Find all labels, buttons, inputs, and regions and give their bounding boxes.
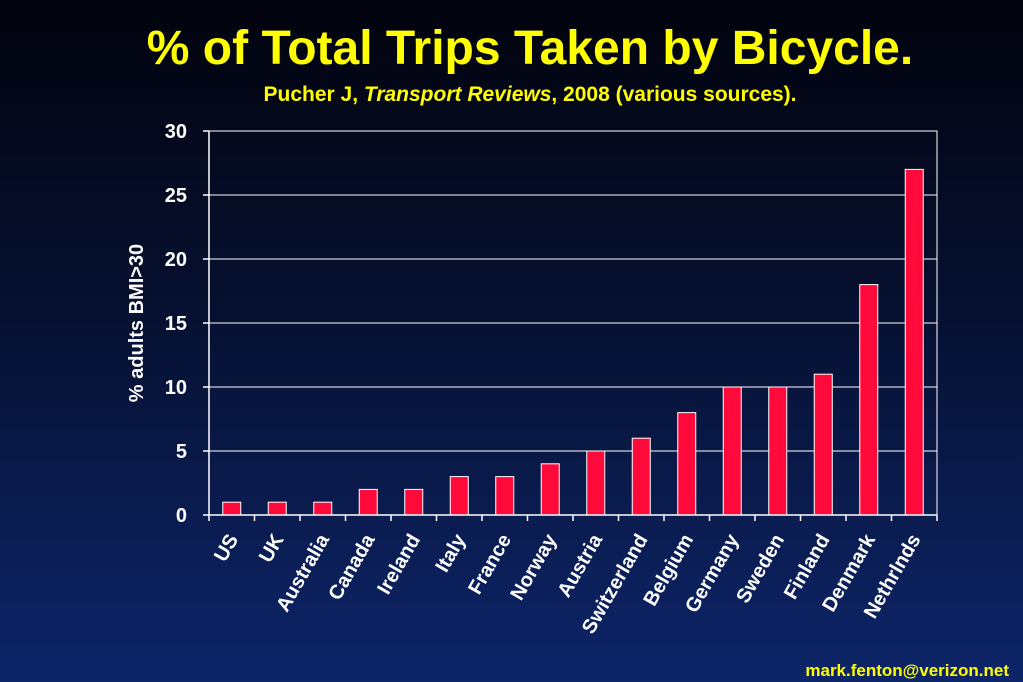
- bar-nethrlnds: [904, 168, 924, 516]
- bar-australia: [313, 501, 333, 516]
- bar-ireland: [404, 488, 424, 516]
- y-axis-ticks: 0 5 10 15 20 25 30: [165, 121, 209, 527]
- bar-denmark: [859, 284, 879, 516]
- y-tick-label: 30: [165, 121, 187, 143]
- bar-norway: [540, 463, 560, 516]
- bar-belgium: [677, 412, 697, 516]
- x-tick-label: UK: [255, 530, 289, 566]
- author-email: mark.fenton@verizon.net: [805, 661, 1009, 680]
- y-tick-label: 10: [165, 377, 187, 399]
- chart-title: % of Total Trips Taken by Bicycle.: [146, 22, 914, 75]
- bar-canada: [358, 488, 378, 516]
- chart-subtitle: Pucher J, Transport Reviews, 2008 (vario…: [0, 82, 1023, 108]
- y-axis-label: % adults BMI>30: [126, 244, 148, 402]
- bar-finland: [813, 373, 833, 516]
- subtitle-source: , 2008 (various sources).: [551, 83, 797, 106]
- x-tick-label: US: [210, 531, 243, 566]
- subtitle-journal: Transport Reviews: [363, 83, 552, 106]
- bar-us: [222, 501, 242, 516]
- bars: [222, 168, 924, 516]
- bar-italy: [449, 476, 469, 516]
- y-tick-label: 20: [165, 249, 187, 271]
- x-tick-label: Ireland: [373, 531, 425, 599]
- y-tick-label: 5: [176, 441, 187, 463]
- y-tick-label: 15: [165, 313, 187, 335]
- bar-austria: [586, 450, 606, 516]
- bar-germany: [722, 386, 742, 516]
- bar-sweden: [768, 386, 788, 516]
- x-tick-label: Italy: [432, 530, 472, 576]
- bar-france: [495, 476, 515, 516]
- y-tick-label: 0: [176, 505, 187, 527]
- y-tick-label: 25: [165, 185, 187, 207]
- bar-switzerland: [631, 437, 651, 516]
- subtitle-author: Pucher J,: [263, 83, 364, 106]
- bar-uk: [267, 501, 287, 516]
